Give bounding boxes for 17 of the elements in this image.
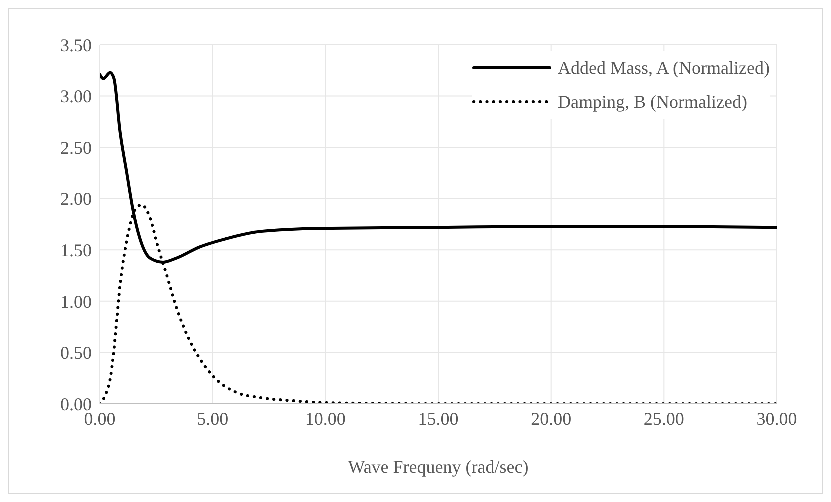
y-tick-label: 1.50 xyxy=(60,240,92,261)
legend-label: Added Mass, A (Normalized) xyxy=(558,58,770,78)
x-axis-title: Wave Frequeny (rad/sec) xyxy=(348,457,529,477)
y-tick-label: 2.00 xyxy=(60,189,92,210)
x-tick-label: 25.00 xyxy=(644,408,684,429)
x-tick-label: 30.00 xyxy=(756,408,798,429)
x-tick-label: 5.00 xyxy=(197,408,229,429)
y-tick-label: 3.00 xyxy=(60,86,92,107)
x-tick-label: 10.00 xyxy=(305,408,346,429)
legend-label: Damping, B (Normalized) xyxy=(558,92,748,112)
y-tick-label: 1.00 xyxy=(60,292,92,312)
x-tick-label: 20.00 xyxy=(531,408,572,429)
y-tick-label: 3.50 xyxy=(60,35,92,56)
y-tick-label: 2.50 xyxy=(60,138,92,158)
y-tick-label: 0.00 xyxy=(60,394,92,414)
y-tick-label: 0.50 xyxy=(60,343,92,364)
x-tick-label: 15.00 xyxy=(418,408,459,429)
